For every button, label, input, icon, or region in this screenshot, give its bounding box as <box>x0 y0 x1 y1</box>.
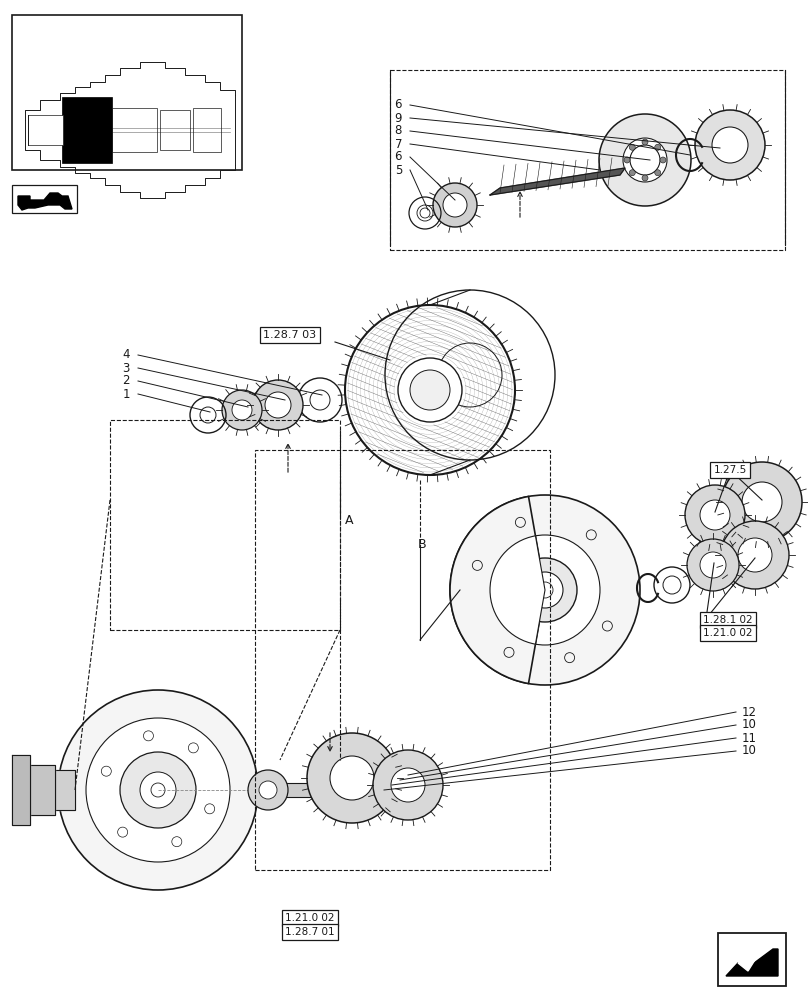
Bar <box>193 108 221 152</box>
Circle shape <box>450 495 640 685</box>
Circle shape <box>398 358 462 422</box>
Wedge shape <box>450 496 545 684</box>
Circle shape <box>623 138 667 182</box>
Circle shape <box>624 157 630 163</box>
Bar <box>12 185 77 213</box>
Text: 9: 9 <box>394 111 402 124</box>
Circle shape <box>307 733 397 823</box>
Text: 1.21.0 02: 1.21.0 02 <box>703 628 753 638</box>
Text: 1.28.1 02: 1.28.1 02 <box>703 615 753 625</box>
Text: 3: 3 <box>123 361 130 374</box>
Text: 6: 6 <box>394 99 402 111</box>
Circle shape <box>660 157 666 163</box>
Circle shape <box>86 718 230 862</box>
Text: 6: 6 <box>394 150 402 163</box>
Polygon shape <box>55 770 75 810</box>
Circle shape <box>417 205 433 221</box>
Circle shape <box>513 558 577 622</box>
Text: 11: 11 <box>742 732 757 744</box>
Bar <box>62 97 112 163</box>
Circle shape <box>700 552 726 578</box>
Polygon shape <box>12 755 30 825</box>
Text: 7: 7 <box>394 137 402 150</box>
Circle shape <box>685 485 745 545</box>
Circle shape <box>629 144 635 150</box>
Circle shape <box>654 170 661 176</box>
Circle shape <box>599 114 691 206</box>
Bar <box>28 115 63 145</box>
Bar <box>255 450 550 870</box>
Circle shape <box>330 756 374 800</box>
Polygon shape <box>726 949 778 976</box>
Circle shape <box>630 145 660 175</box>
Circle shape <box>742 482 782 522</box>
Circle shape <box>58 690 258 890</box>
Bar <box>160 110 190 150</box>
Circle shape <box>265 392 291 418</box>
Text: 4: 4 <box>123 349 130 361</box>
Text: 1.28.7 01: 1.28.7 01 <box>285 927 335 937</box>
Bar <box>12 15 242 170</box>
Text: 12: 12 <box>742 706 757 718</box>
Text: 1.27.5: 1.27.5 <box>713 465 747 475</box>
Text: 5: 5 <box>394 163 402 176</box>
Circle shape <box>695 110 765 180</box>
Bar <box>390 70 785 250</box>
Circle shape <box>248 770 288 810</box>
Circle shape <box>722 462 802 542</box>
Bar <box>258 783 338 797</box>
Polygon shape <box>738 955 758 971</box>
Circle shape <box>721 521 789 589</box>
Circle shape <box>373 750 443 820</box>
Circle shape <box>687 539 739 591</box>
Polygon shape <box>490 168 625 195</box>
Text: 8: 8 <box>394 124 402 137</box>
Circle shape <box>253 380 303 430</box>
Polygon shape <box>18 193 72 210</box>
Bar <box>718 933 786 986</box>
Circle shape <box>642 175 648 181</box>
Text: 10: 10 <box>742 744 757 758</box>
Circle shape <box>232 400 252 420</box>
Polygon shape <box>30 765 55 815</box>
Text: A: A <box>345 514 354 526</box>
Wedge shape <box>490 536 545 644</box>
Circle shape <box>712 127 748 163</box>
Bar <box>112 108 157 152</box>
Text: 10: 10 <box>742 718 757 732</box>
Text: 1.28.7 03: 1.28.7 03 <box>263 330 317 340</box>
Circle shape <box>391 768 425 802</box>
Bar <box>110 420 340 630</box>
Text: B: B <box>418 538 427 552</box>
Bar <box>25 62 235 98</box>
Circle shape <box>120 752 196 828</box>
Circle shape <box>700 500 730 530</box>
Circle shape <box>410 370 450 410</box>
Circle shape <box>654 144 661 150</box>
Circle shape <box>642 139 648 145</box>
Circle shape <box>527 572 563 608</box>
Circle shape <box>629 170 635 176</box>
Circle shape <box>433 183 477 227</box>
Circle shape <box>490 535 600 645</box>
Text: 1: 1 <box>123 387 130 400</box>
Text: 1.21.0 02: 1.21.0 02 <box>285 913 335 923</box>
Circle shape <box>738 538 772 572</box>
Circle shape <box>443 193 467 217</box>
Circle shape <box>222 390 262 430</box>
Circle shape <box>140 772 176 808</box>
Text: 2: 2 <box>123 374 130 387</box>
Circle shape <box>259 781 277 799</box>
